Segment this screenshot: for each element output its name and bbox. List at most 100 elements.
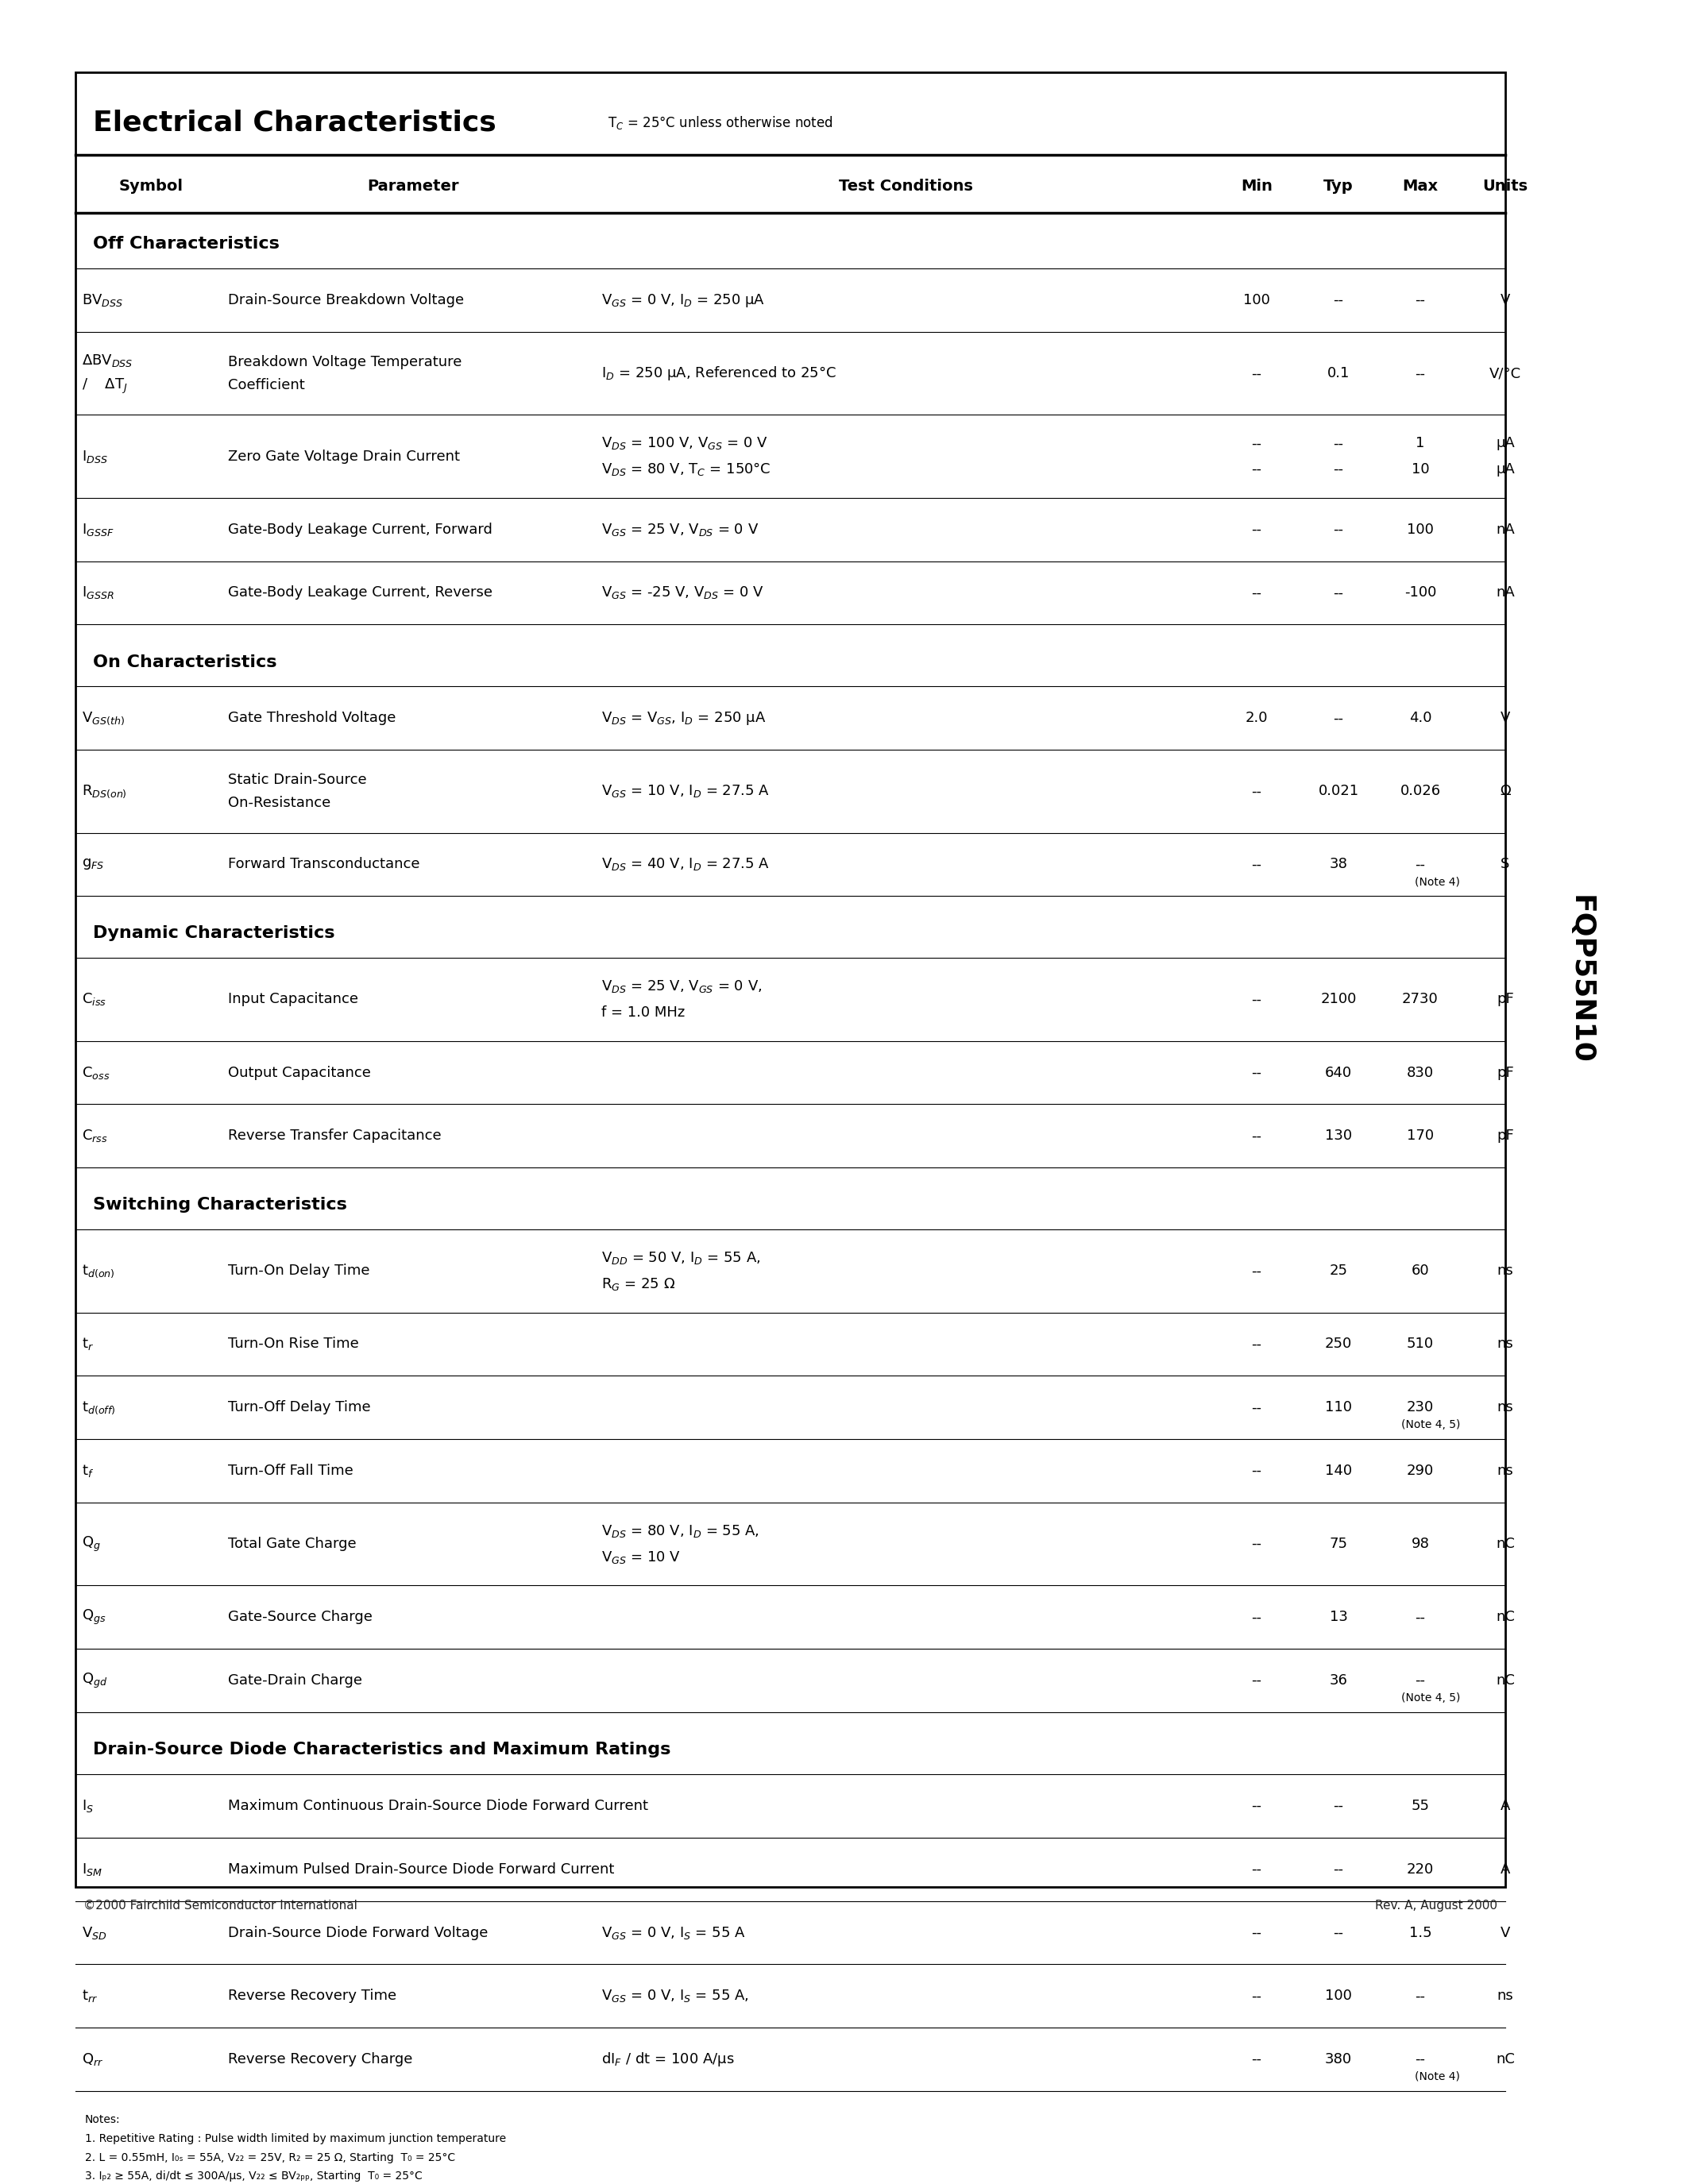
Text: C$_{rss}$: C$_{rss}$	[81, 1127, 108, 1144]
Text: --: --	[1251, 1863, 1263, 1876]
Text: V: V	[1501, 712, 1511, 725]
Text: Maximum Continuous Drain-Source Diode Forward Current: Maximum Continuous Drain-Source Diode Fo…	[228, 1800, 648, 1813]
Text: Off Characteristics: Off Characteristics	[93, 236, 280, 251]
Text: --: --	[1251, 585, 1263, 601]
Text: nC: nC	[1496, 1610, 1514, 1625]
Text: 1.5: 1.5	[1409, 1926, 1431, 1939]
Text: ns: ns	[1497, 1990, 1514, 2003]
Text: S: S	[1501, 858, 1509, 871]
Text: t$_{d(off)}$: t$_{d(off)}$	[81, 1400, 115, 1415]
Text: Gate-Body Leakage Current, Forward: Gate-Body Leakage Current, Forward	[228, 522, 493, 537]
Text: --: --	[1415, 1610, 1425, 1625]
Text: ns: ns	[1497, 1463, 1514, 1479]
Text: --: --	[1415, 293, 1425, 308]
Text: --: --	[1334, 1800, 1344, 1813]
Text: 4.0: 4.0	[1409, 712, 1431, 725]
Text: Gate-Source Charge: Gate-Source Charge	[228, 1610, 373, 1625]
Text: --: --	[1334, 1863, 1344, 1876]
Text: 100: 100	[1406, 522, 1433, 537]
Text: I$_{GSSF}$: I$_{GSSF}$	[81, 522, 115, 537]
Text: V$_{GS}$ = 0 V, I$_{S}$ = 55 A,: V$_{GS}$ = 0 V, I$_{S}$ = 55 A,	[601, 1987, 749, 2005]
Text: /    ΔT$_{J}$: / ΔT$_{J}$	[81, 378, 128, 395]
Text: Drain-Source Diode Forward Voltage: Drain-Source Diode Forward Voltage	[228, 1926, 488, 1939]
Text: Symbol: Symbol	[118, 179, 182, 194]
Text: 0.021: 0.021	[1318, 784, 1359, 799]
Text: 2730: 2730	[1403, 992, 1438, 1007]
Text: R$_{G}$ = 25 Ω: R$_{G}$ = 25 Ω	[601, 1275, 675, 1293]
Text: μA: μA	[1496, 437, 1514, 450]
Text: 110: 110	[1325, 1400, 1352, 1415]
Text: Ω: Ω	[1501, 784, 1511, 799]
Text: V$_{GS}$ = 0 V, I$_{S}$ = 55 A: V$_{GS}$ = 0 V, I$_{S}$ = 55 A	[601, 1924, 746, 1942]
Text: 13: 13	[1330, 1610, 1347, 1625]
Text: pF: pF	[1497, 1066, 1514, 1079]
Text: R$_{DS(on)}$: R$_{DS(on)}$	[81, 784, 127, 799]
Text: V$_{DS}$ = V$_{GS}$, I$_{D}$ = 250 μA: V$_{DS}$ = V$_{GS}$, I$_{D}$ = 250 μA	[601, 710, 766, 727]
Text: 0.1: 0.1	[1327, 367, 1350, 380]
Text: Q$_{g}$: Q$_{g}$	[81, 1535, 101, 1553]
Text: Test Conditions: Test Conditions	[839, 179, 972, 194]
Text: --: --	[1251, 1800, 1263, 1813]
Text: Gate-Body Leakage Current, Reverse: Gate-Body Leakage Current, Reverse	[228, 585, 493, 601]
Text: --: --	[1251, 784, 1263, 799]
Text: 60: 60	[1411, 1265, 1430, 1278]
Text: 38: 38	[1330, 858, 1347, 871]
Text: ns: ns	[1497, 1337, 1514, 1352]
Text: 170: 170	[1406, 1129, 1433, 1142]
Text: V$_{DS}$ = 80 V, T$_{C}$ = 150°C: V$_{DS}$ = 80 V, T$_{C}$ = 150°C	[601, 461, 771, 478]
Text: I$_{SM}$: I$_{SM}$	[81, 1861, 103, 1878]
Text: V$_{DS}$ = 100 V, V$_{GS}$ = 0 V: V$_{DS}$ = 100 V, V$_{GS}$ = 0 V	[601, 435, 768, 452]
Text: --: --	[1251, 1990, 1263, 2003]
Text: --: --	[1251, 522, 1263, 537]
Text: V: V	[1501, 1926, 1511, 1939]
Text: Electrical Characteristics: Electrical Characteristics	[93, 109, 496, 135]
Text: Units: Units	[1482, 179, 1528, 194]
Text: I$_{D}$ = 250 μA, Referenced to 25°C: I$_{D}$ = 250 μA, Referenced to 25°C	[601, 365, 836, 382]
Text: --: --	[1251, 992, 1263, 1007]
Text: V$_{DS}$ = 80 V, I$_{D}$ = 55 A,: V$_{DS}$ = 80 V, I$_{D}$ = 55 A,	[601, 1522, 760, 1540]
Text: t$_{d(on)}$: t$_{d(on)}$	[81, 1262, 115, 1280]
Text: Q$_{gd}$: Q$_{gd}$	[81, 1671, 108, 1690]
Text: 36: 36	[1330, 1673, 1347, 1688]
Text: 1: 1	[1416, 437, 1425, 450]
Text: Gate Threshold Voltage: Gate Threshold Voltage	[228, 712, 397, 725]
Text: ns: ns	[1497, 1265, 1514, 1278]
Text: Output Capacitance: Output Capacitance	[228, 1066, 371, 1079]
Text: --: --	[1251, 1129, 1263, 1142]
Text: C$_{iss}$: C$_{iss}$	[81, 992, 106, 1007]
Text: V$_{DS}$ = 40 V, I$_{D}$ = 27.5 A: V$_{DS}$ = 40 V, I$_{D}$ = 27.5 A	[601, 856, 770, 871]
Text: Switching Characteristics: Switching Characteristics	[93, 1197, 348, 1212]
Text: (Note 4, 5): (Note 4, 5)	[1401, 1420, 1460, 1431]
Text: Max: Max	[1403, 179, 1438, 194]
Text: --: --	[1251, 858, 1263, 871]
Text: nA: nA	[1496, 522, 1514, 537]
Text: 3. Iₚ₂ ≥ 55A, di/dt ≤ 300A/μs, V₂₂ ≤ BV₂ₚₚ, Starting  T₀ = 25°C: 3. Iₚ₂ ≥ 55A, di/dt ≤ 300A/μs, V₂₂ ≤ BV₂…	[84, 2171, 422, 2182]
Text: --: --	[1251, 1066, 1263, 1079]
Text: 290: 290	[1406, 1463, 1433, 1479]
Text: g$_{FS}$: g$_{FS}$	[81, 858, 105, 871]
Text: I$_{DSS}$: I$_{DSS}$	[81, 448, 108, 465]
Text: V/°C: V/°C	[1489, 367, 1521, 380]
Text: Total Gate Charge: Total Gate Charge	[228, 1538, 356, 1551]
Text: --: --	[1251, 463, 1263, 476]
Text: 250: 250	[1325, 1337, 1352, 1352]
Text: (Note 4): (Note 4)	[1415, 876, 1460, 887]
Text: 1. Repetitive Rating : Pulse width limited by maximum junction temperature: 1. Repetitive Rating : Pulse width limit…	[84, 2134, 506, 2145]
Text: --: --	[1251, 367, 1263, 380]
Text: V$_{GS}$ = 10 V: V$_{GS}$ = 10 V	[601, 1548, 680, 1566]
Text: V$_{GS}$ = 10 V, I$_{D}$ = 27.5 A: V$_{GS}$ = 10 V, I$_{D}$ = 27.5 A	[601, 784, 770, 799]
Text: --: --	[1334, 293, 1344, 308]
Text: Q$_{rr}$: Q$_{rr}$	[81, 2051, 103, 2068]
Text: 10: 10	[1411, 463, 1430, 476]
Text: --: --	[1415, 1673, 1425, 1688]
Text: --: --	[1251, 1400, 1263, 1415]
Text: FQP55N10: FQP55N10	[1566, 895, 1593, 1064]
Text: pF: pF	[1497, 992, 1514, 1007]
Text: ©2000 Fairchild Semiconductor International: ©2000 Fairchild Semiconductor Internatio…	[83, 1900, 358, 1911]
Text: Q$_{gs}$: Q$_{gs}$	[81, 1607, 106, 1627]
Text: V$_{GS}$ = 25 V, V$_{DS}$ = 0 V: V$_{GS}$ = 25 V, V$_{DS}$ = 0 V	[601, 522, 760, 537]
Text: f = 1.0 MHz: f = 1.0 MHz	[601, 1005, 685, 1020]
Text: 0.026: 0.026	[1399, 784, 1440, 799]
Text: --: --	[1251, 1463, 1263, 1479]
Text: On Characteristics: On Characteristics	[93, 653, 277, 670]
